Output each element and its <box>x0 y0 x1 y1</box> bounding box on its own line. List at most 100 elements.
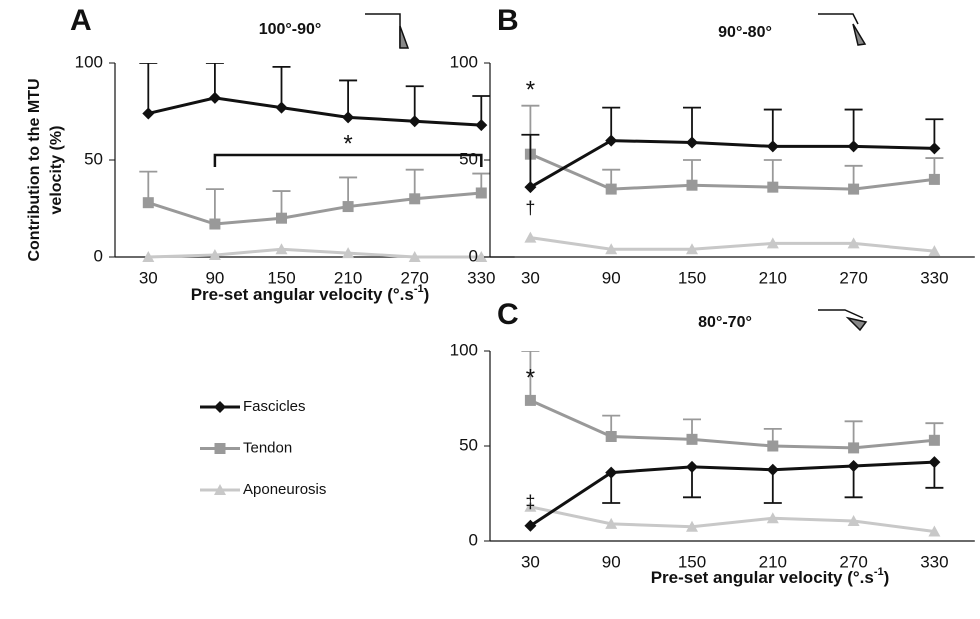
marker <box>686 243 698 255</box>
marker <box>928 525 941 537</box>
marker <box>766 237 779 249</box>
panel-letter: C <box>497 298 519 331</box>
marker <box>524 519 537 532</box>
x-tick-label: 90 <box>205 268 224 287</box>
series-line <box>529 460 935 528</box>
y-axis-label: velocity (%) <box>48 126 65 215</box>
marker <box>605 134 618 147</box>
marker <box>142 251 155 262</box>
annotation: ‡ <box>525 492 535 512</box>
marker <box>342 111 355 124</box>
marker <box>686 433 698 445</box>
legend-label: Tendon <box>243 439 292 456</box>
marker <box>766 140 779 153</box>
x-axis-label: Pre-set angular velocity (°.s-1) <box>651 566 890 588</box>
marker <box>475 187 487 199</box>
y-tick-label: 50 <box>459 435 478 454</box>
series-line <box>147 191 482 226</box>
series-line <box>529 399 935 450</box>
y-axis-label: Contribution to the MTU <box>26 78 43 261</box>
x-label-close: ) <box>424 285 430 304</box>
plot-area <box>139 63 491 262</box>
marker <box>605 243 618 255</box>
annotation: * <box>343 130 352 157</box>
x-tick-label: 30 <box>521 552 540 571</box>
legend-marker <box>214 443 226 454</box>
series-line <box>147 96 482 127</box>
series-line <box>530 236 935 253</box>
x-tick-label: 210 <box>759 552 787 571</box>
marker <box>686 520 698 532</box>
chart-title: 100°-90° <box>259 21 322 38</box>
y-tick-label: 100 <box>450 340 478 359</box>
marker <box>276 212 287 224</box>
x-tick-label: 90 <box>602 268 621 287</box>
x-label-text: Pre-set angular velocity (°.s <box>651 568 874 587</box>
marker <box>408 251 421 262</box>
marker <box>208 249 221 261</box>
x-label-close: ) <box>884 568 890 587</box>
chart-title: 80°-70° <box>698 314 752 331</box>
chart-title: 90°-80° <box>718 24 772 41</box>
legend-marker <box>214 401 226 413</box>
series-line <box>148 247 482 259</box>
annotation: † <box>525 198 535 218</box>
marker <box>928 434 940 446</box>
marker <box>209 218 221 230</box>
marker <box>605 466 618 479</box>
marker <box>766 463 779 476</box>
marker <box>208 91 221 104</box>
marker <box>928 245 941 257</box>
marker <box>524 500 537 512</box>
annotation: * <box>526 364 535 391</box>
x-label-sup: -1 <box>414 283 424 295</box>
series-line <box>530 505 935 533</box>
annotation: * <box>526 76 535 103</box>
marker <box>848 442 860 454</box>
marker <box>142 107 155 120</box>
marker <box>524 231 537 243</box>
marker <box>142 197 154 209</box>
panel-letter: A <box>70 4 92 37</box>
marker <box>847 237 860 249</box>
significance-bracket <box>213 153 483 167</box>
x-tick-label: 30 <box>139 268 158 287</box>
x-tick-label: 150 <box>267 268 295 287</box>
marker <box>409 193 421 205</box>
marker <box>524 394 536 406</box>
x-tick-label: 330 <box>467 268 495 287</box>
y-tick-label: 50 <box>459 149 478 168</box>
marker <box>767 440 779 452</box>
y-tick-label: 0 <box>94 246 103 265</box>
marker <box>475 251 488 262</box>
x-label-sup: -1 <box>874 566 884 578</box>
legend-marker <box>214 484 226 495</box>
marker <box>342 201 354 213</box>
x-tick-label: 270 <box>839 268 867 287</box>
y-tick-label: 100 <box>450 52 478 71</box>
marker <box>275 243 288 255</box>
marker <box>847 459 860 472</box>
x-label-text: Pre-set angular velocity (°.s <box>191 285 414 304</box>
panel-letter: B <box>497 4 519 37</box>
marker <box>686 460 698 473</box>
y-tick-label: 0 <box>469 530 478 549</box>
x-axis-label: Pre-set angular velocity (°.s-1) <box>191 283 430 305</box>
x-tick-label: 210 <box>334 268 362 287</box>
x-tick-label: 150 <box>678 268 706 287</box>
y-tick-label: 0 <box>469 246 478 265</box>
y-tick-label: 100 <box>75 52 103 71</box>
marker <box>408 115 421 128</box>
marker <box>605 431 617 442</box>
x-tick-label: 330 <box>920 552 948 571</box>
legend-label: Aponeurosis <box>243 481 326 498</box>
marker <box>847 515 860 527</box>
marker <box>475 119 488 132</box>
marker <box>686 136 698 149</box>
marker <box>275 101 288 114</box>
angle-icons <box>365 13 868 332</box>
marker <box>766 512 779 524</box>
series-line <box>529 152 935 191</box>
marker <box>524 181 537 194</box>
